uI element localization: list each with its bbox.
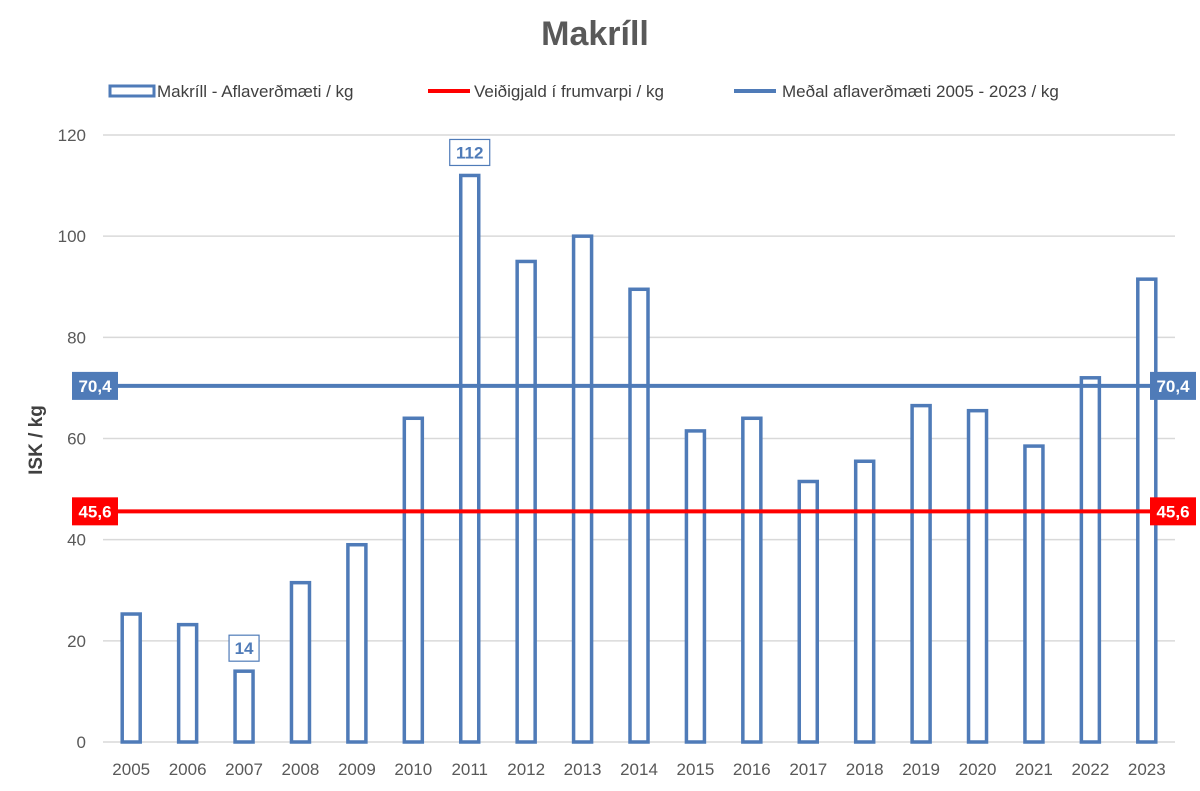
x-axis-ticks: 2005 2006 2007 2008 2009 2010 2011 2012 2013 2014… [112, 760, 1165, 779]
data-label: 14 [235, 639, 254, 658]
bars [120, 173, 1158, 744]
x-tick-label: 2005 [112, 760, 150, 779]
x-tick-label: 2020 [959, 760, 997, 779]
bar [628, 287, 650, 744]
reference-label-right: 45,6 [1156, 502, 1189, 521]
bar [797, 479, 820, 744]
bar [1079, 376, 1102, 744]
data-label: 112 [456, 143, 483, 162]
x-tick-label: 2014 [620, 760, 658, 779]
x-tick-label: 2023 [1128, 760, 1166, 779]
x-tick-label: 2015 [677, 760, 715, 779]
data-labels: 14 112 [228, 138, 491, 662]
chart-title: Makríll [541, 15, 649, 53]
bar [346, 542, 368, 744]
reference-label-right: 70,4 [1156, 377, 1190, 396]
y-tick-label: 100 [58, 227, 86, 246]
legend-swatch-bars [108, 84, 156, 98]
reference-lines: 45,6 45,6 70,4 70,4 [72, 371, 1196, 526]
reference-label-left: 45,6 [78, 502, 111, 521]
bar [684, 429, 707, 744]
reference-label-left: 70,4 [78, 377, 112, 396]
legend-label-red-line: Veiðigjald í frumvarpi / kg [474, 82, 664, 101]
x-tick-label: 2017 [789, 760, 827, 779]
x-tick-label: 2021 [1015, 760, 1053, 779]
y-tick-label: 120 [58, 126, 86, 145]
x-tick-label: 2016 [733, 760, 771, 779]
x-tick-label: 2018 [846, 760, 884, 779]
x-tick-label: 2010 [394, 760, 432, 779]
bar [741, 416, 763, 744]
x-tick-label: 2012 [507, 760, 545, 779]
x-tick-label: 2011 [451, 760, 488, 779]
x-tick-label: 2006 [169, 760, 207, 779]
reference-label-box-right [1150, 371, 1196, 400]
reference-label-box-right [1150, 497, 1196, 526]
x-tick-label: 2008 [282, 760, 320, 779]
y-axis-ticks: 0 20 40 60 80 100 120 [58, 126, 86, 752]
y-axis-label: ISK / kg [26, 405, 47, 475]
x-tick-label: 2013 [564, 760, 602, 779]
bar [910, 403, 932, 744]
bar [120, 612, 142, 744]
bar [853, 459, 876, 744]
bar [515, 259, 537, 744]
x-tick-label: 2007 [225, 760, 263, 779]
legend: Makríll - Aflaverðmæti / kg Veiðigjald í… [108, 82, 1059, 101]
x-tick-label: 2022 [1071, 760, 1109, 779]
y-tick-label: 0 [77, 733, 86, 752]
bar [1023, 444, 1045, 744]
x-tick-label: 2019 [902, 760, 940, 779]
bar [458, 173, 481, 744]
y-tick-label: 80 [67, 328, 86, 347]
bar [571, 234, 594, 744]
data-label-box [449, 138, 491, 167]
bar [402, 416, 425, 744]
bar [233, 669, 255, 744]
reference-label-box-left [72, 371, 118, 400]
bar [966, 408, 989, 744]
bar [176, 622, 199, 744]
y-tick-label: 40 [67, 531, 86, 550]
data-label-box [228, 634, 260, 662]
y-tick-label: 60 [67, 430, 86, 449]
y-tick-label: 20 [67, 632, 86, 651]
legend-label-blue-line: Meðal aflaverðmæti 2005 - 2023 / kg [782, 82, 1059, 101]
x-tick-label: 2009 [338, 760, 376, 779]
legend-label-bars: Makríll - Aflaverðmæti / kg [157, 82, 354, 101]
bar [289, 580, 312, 744]
reference-label-box-left [72, 497, 118, 526]
